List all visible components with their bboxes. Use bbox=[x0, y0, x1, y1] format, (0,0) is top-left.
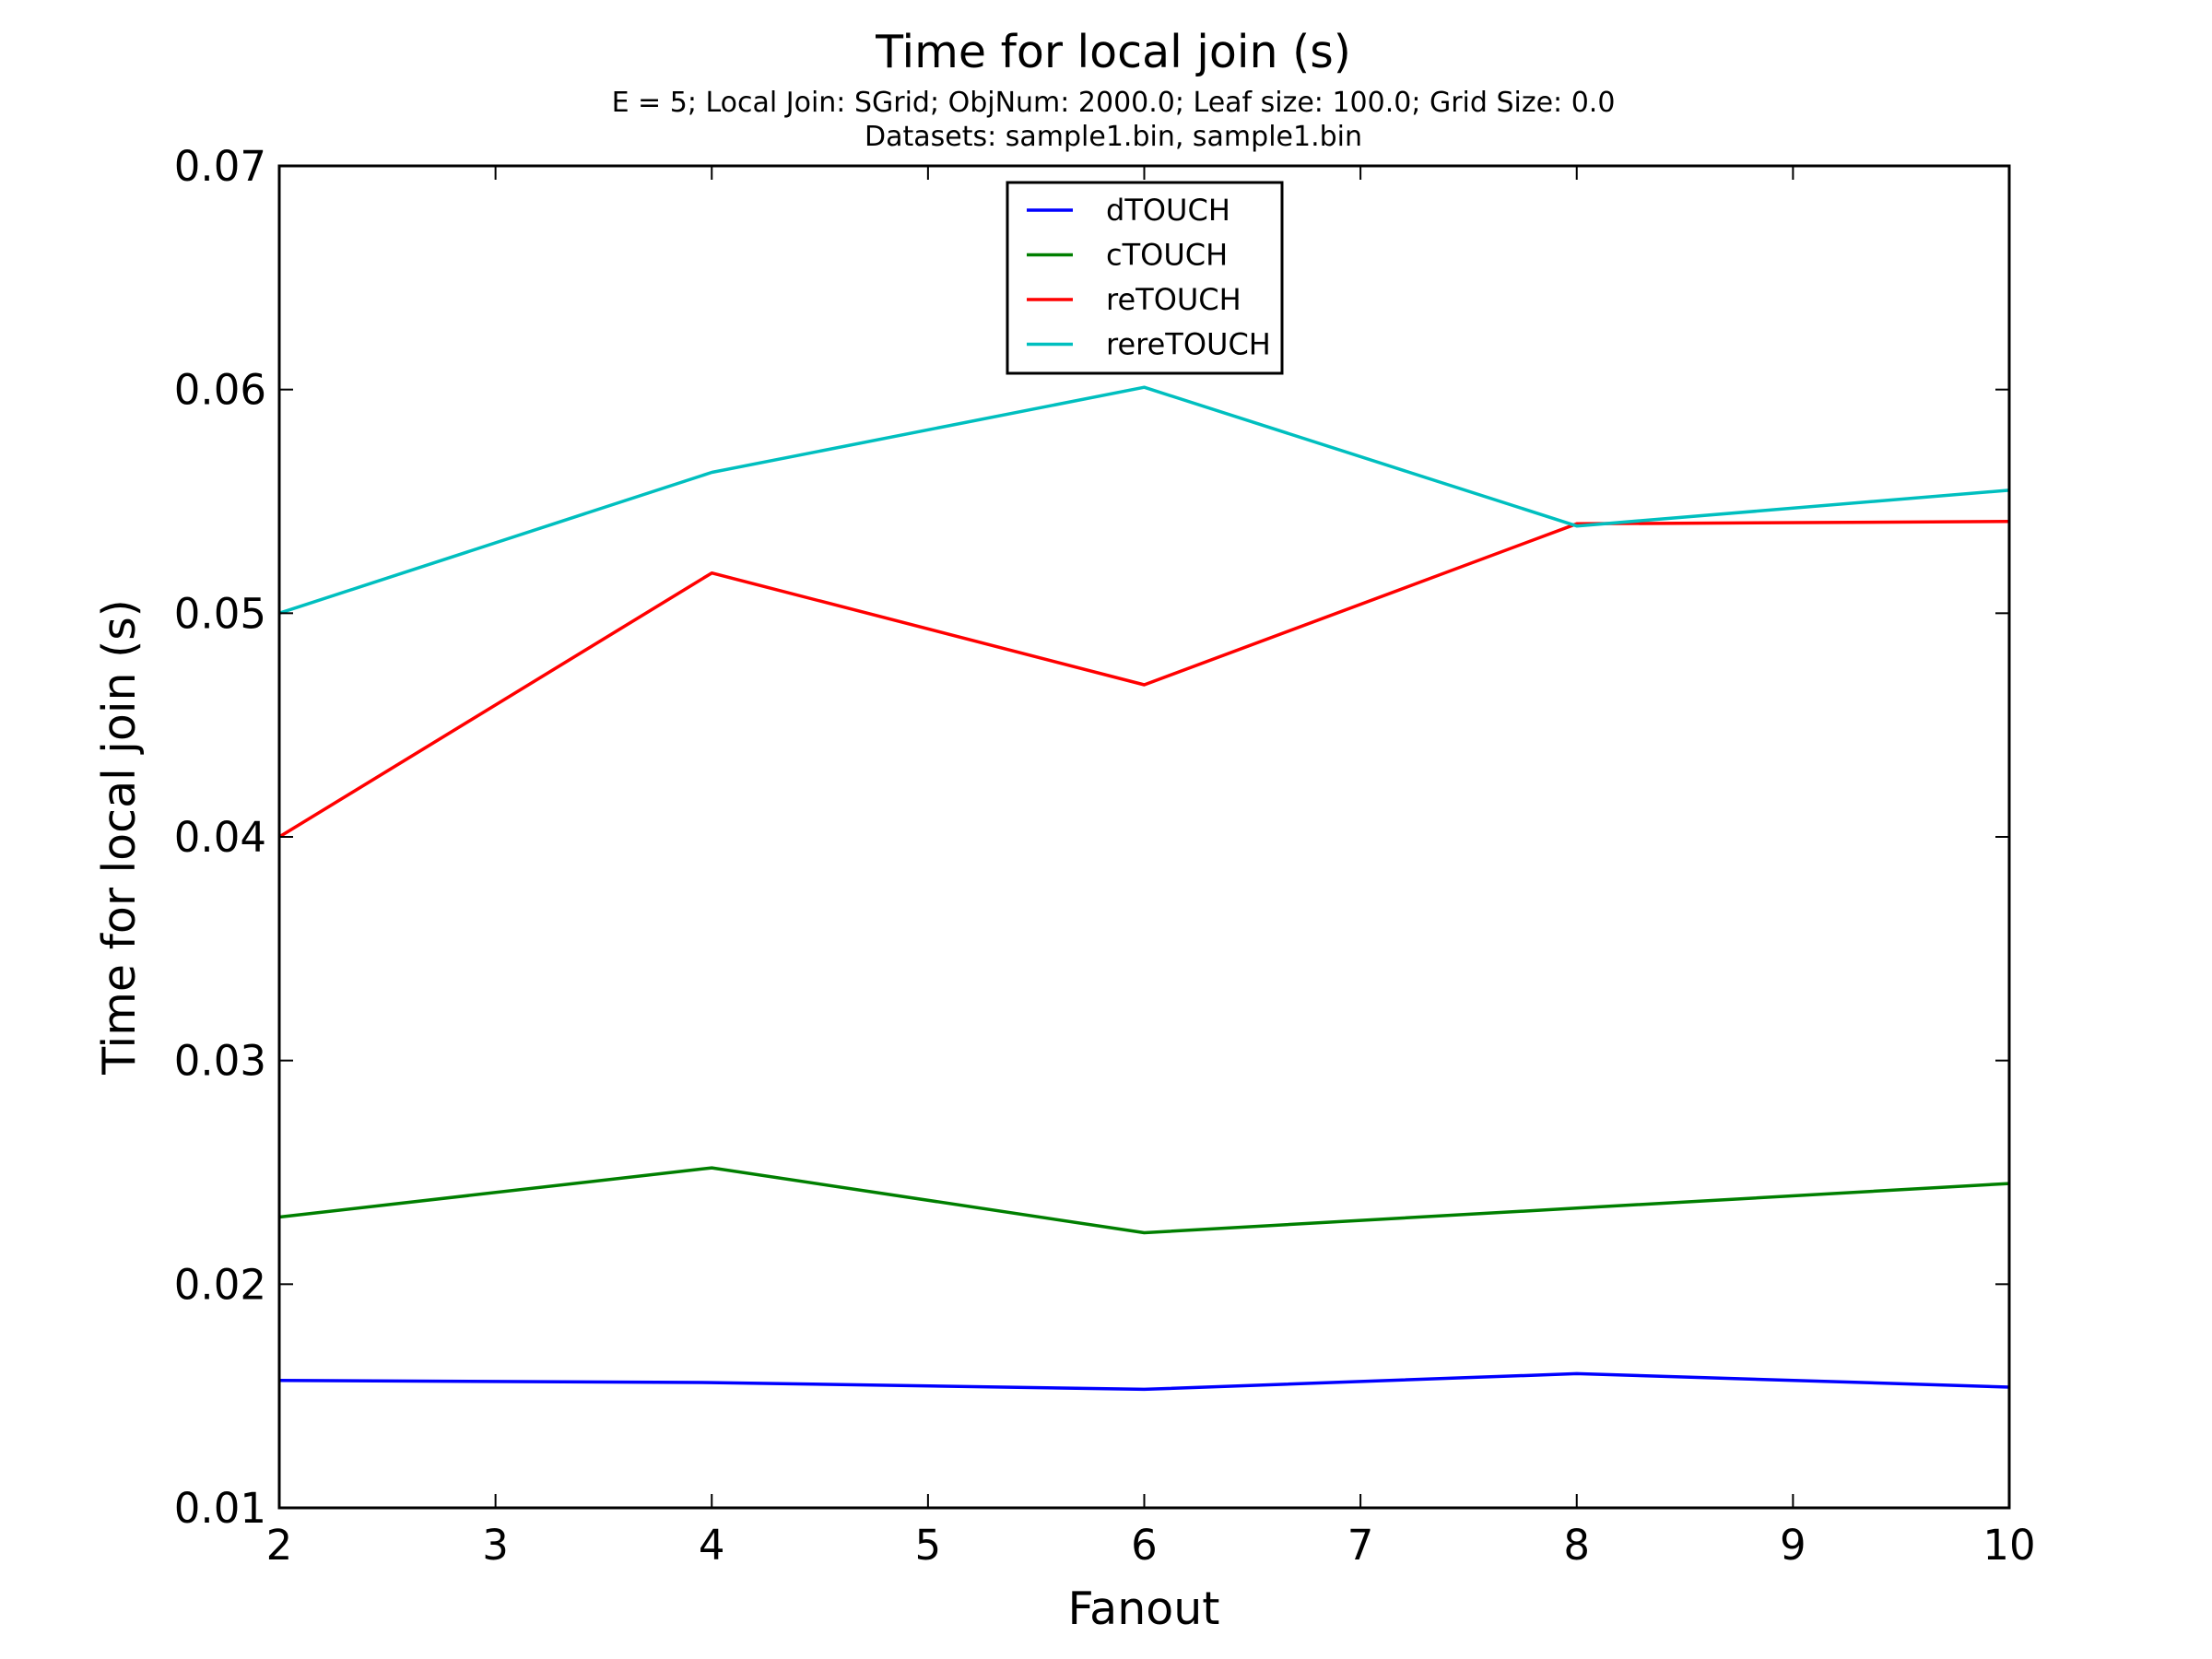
x-tick-label-1: 3 bbox=[482, 1521, 509, 1570]
legend-entries: dTOUCH cTOUCH reTOUCH rereTOUCH bbox=[1027, 193, 1271, 362]
series-line-reTOUCH bbox=[278, 520, 2010, 839]
plot-frame bbox=[277, 164, 2011, 1510]
series-line-rereTOUCH bbox=[278, 385, 2010, 615]
chart-title: Time for local join (s) bbox=[875, 26, 1351, 78]
x-tick-label-5: 7 bbox=[1347, 1521, 1374, 1570]
y-axis-label: Time for local join (s) bbox=[93, 599, 146, 1076]
x-axis-label: Fanout bbox=[1067, 1583, 1219, 1635]
y-tick-label-5: 0.06 bbox=[174, 366, 266, 415]
chart-subtitle-line-2: Datasets: sample1.bin, sample1.bin bbox=[865, 121, 1362, 153]
y-tick-label-1: 0.02 bbox=[174, 1260, 266, 1309]
x-tick-label-7: 9 bbox=[1780, 1521, 1806, 1570]
x-tick-label-0: 2 bbox=[266, 1521, 293, 1570]
y-tick-label-4: 0.05 bbox=[174, 589, 266, 638]
x-tick-labels: 2 3 4 5 6 7 8 9 10 bbox=[266, 1521, 2036, 1570]
legend: dTOUCH cTOUCH reTOUCH rereTOUCH bbox=[1006, 181, 1284, 375]
legend-label-cTOUCH: cTOUCH bbox=[1106, 238, 1228, 273]
x-tick-label-4: 6 bbox=[1131, 1521, 1158, 1570]
y-tick-label-0: 0.01 bbox=[174, 1484, 266, 1533]
x-tick-label-3: 5 bbox=[915, 1521, 942, 1570]
legend-frame bbox=[1006, 181, 1284, 375]
series-line-dTOUCH bbox=[278, 1371, 2010, 1392]
legend-label-rereTOUCH: rereTOUCH bbox=[1106, 327, 1271, 362]
legend-label-reTOUCH: reTOUCH bbox=[1106, 282, 1241, 317]
x-tick-label-6: 8 bbox=[1563, 1521, 1590, 1570]
series-line-cTOUCH bbox=[278, 1166, 2010, 1235]
series-layer bbox=[278, 385, 2010, 1392]
x-tick-label-2: 4 bbox=[699, 1521, 725, 1570]
chart-subtitle-line-1: E = 5; Local Join: SGrid; ObjNum: 2000.0… bbox=[612, 87, 1616, 119]
y-tick-label-6: 0.07 bbox=[174, 142, 266, 191]
y-tick-labels: 0.01 0.02 0.03 0.04 0.05 0.06 0.07 bbox=[174, 142, 266, 1533]
x-tick-label-8: 10 bbox=[1983, 1521, 2035, 1570]
y-tick-label-2: 0.03 bbox=[174, 1037, 266, 1086]
y-tick-label-3: 0.04 bbox=[174, 813, 266, 862]
legend-label-dTOUCH: dTOUCH bbox=[1106, 193, 1230, 228]
